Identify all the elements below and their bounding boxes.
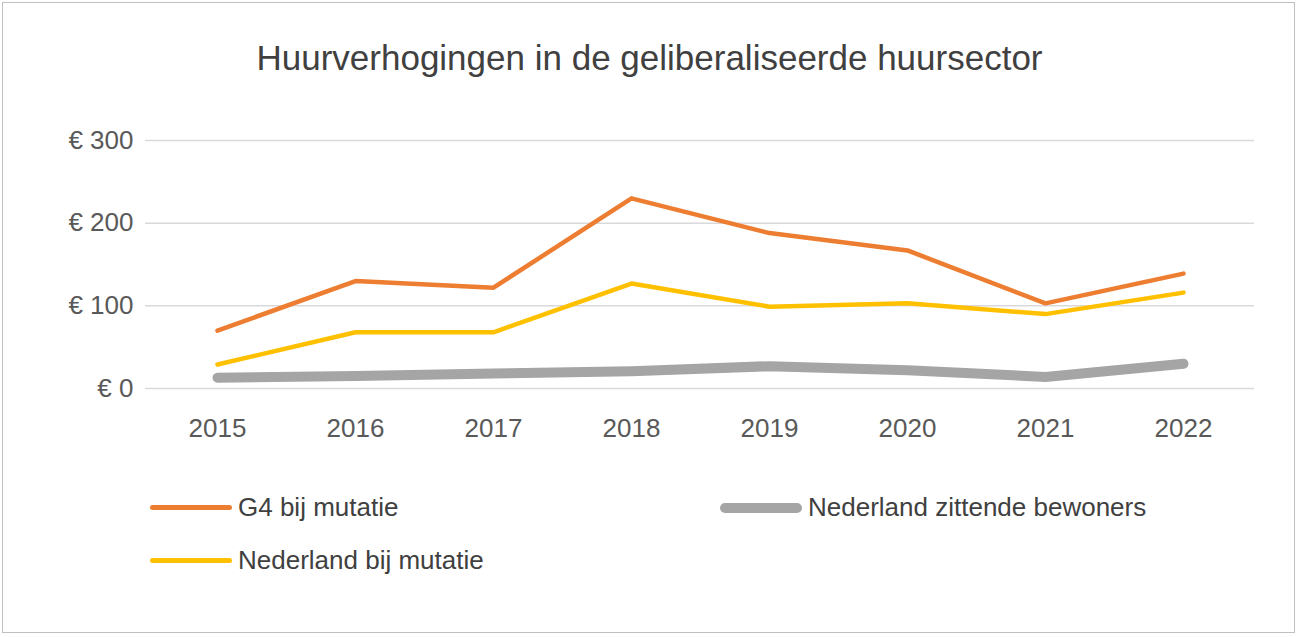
svg-text:2019: 2019 [741,413,799,443]
svg-text:2016: 2016 [327,413,385,443]
svg-text:2020: 2020 [879,413,937,443]
svg-text:2017: 2017 [465,413,523,443]
html-text:G4 bij mutatie: G4 bij mutatie [238,492,399,522]
svg-text:€ 300: € 300 [68,125,133,155]
svg-text:2015: 2015 [189,413,247,443]
svg-text:2021: 2021 [1017,413,1075,443]
svg-text:€ 200: € 200 [68,207,133,237]
html-text:Nederland zittende bewoners: Nederland zittende bewoners [808,492,1147,522]
svg-text:€ 100: € 100 [68,290,133,320]
svg-text:€ 0: € 0 [97,373,133,403]
html-text:Huurverhogingen in de gelibera: Huurverhogingen in de geliberaliseerde h… [256,38,1043,77]
svg-text:2022: 2022 [1155,413,1213,443]
svg-text:2018: 2018 [603,413,661,443]
html-text:Nederland bij mutatie: Nederland bij mutatie [238,545,484,575]
